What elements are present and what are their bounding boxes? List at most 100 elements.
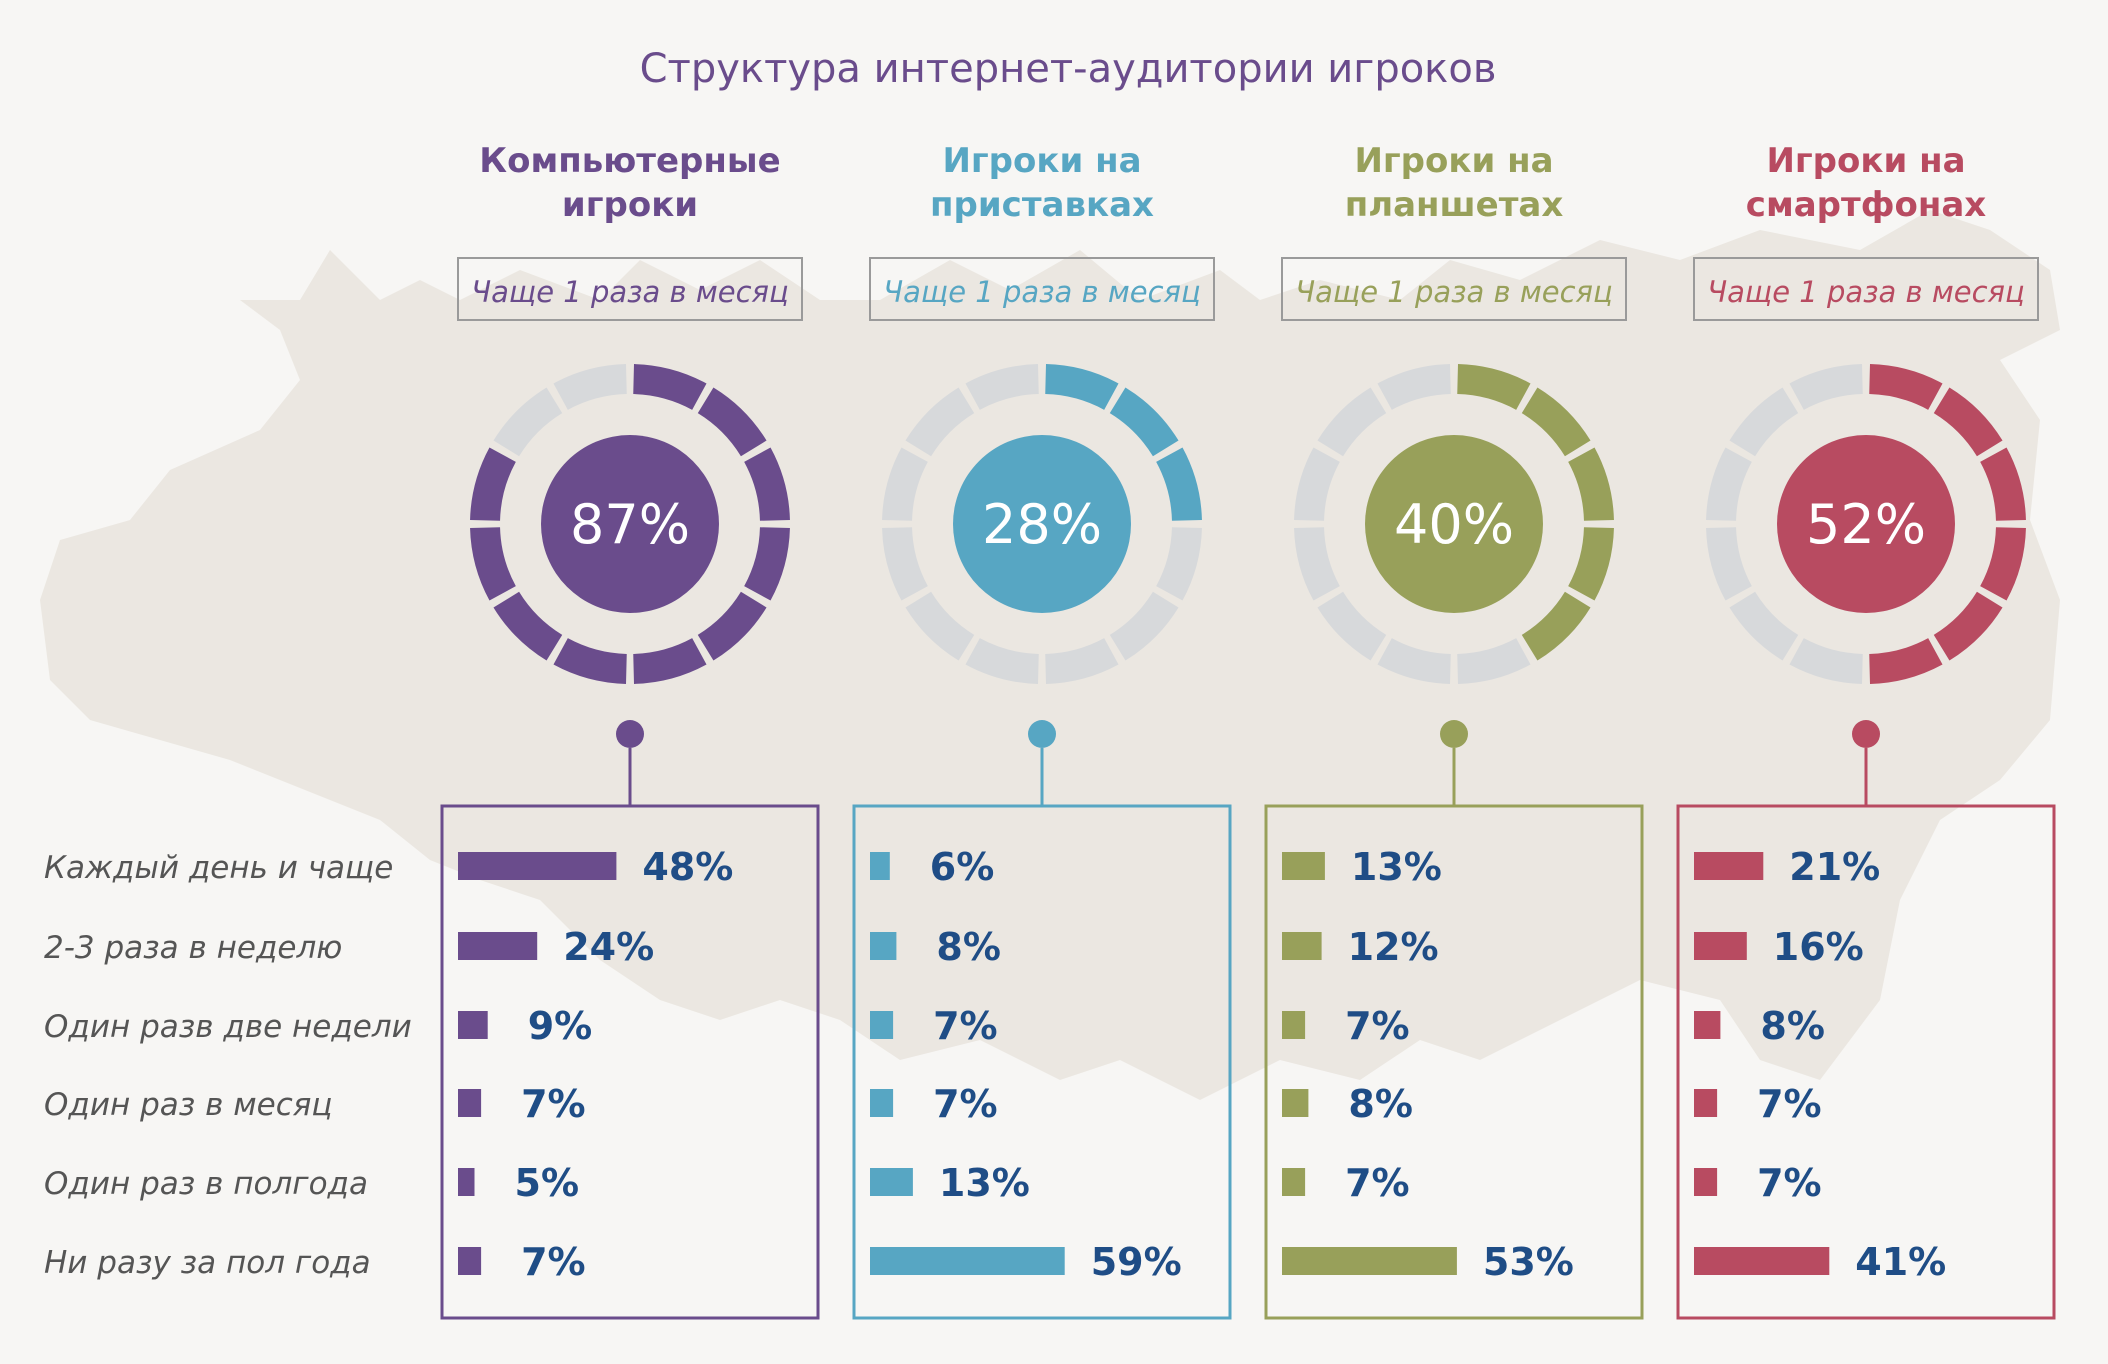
donut-segment-filled <box>633 364 707 410</box>
bar-panel-frame <box>440 804 820 1320</box>
donut-segment-empty <box>1706 527 1752 601</box>
bar-value-label: 7% <box>1345 1161 1410 1205</box>
donut-segment-empty <box>1045 638 1119 684</box>
bar <box>458 932 538 960</box>
bar-value-label: 13% <box>939 1161 1030 1205</box>
donut-segment-filled <box>1869 638 1943 684</box>
bar-value-label: 53% <box>1483 1240 1574 1284</box>
bar <box>458 1089 482 1117</box>
connector-dot <box>1852 720 1880 748</box>
donut-segment-filled <box>1933 387 2003 457</box>
donut-segment-empty <box>882 447 928 521</box>
row-labels: Каждый день и чаще 2-3 раза в неделю Один … <box>44 850 412 1281</box>
bar-value-label: 7% <box>1757 1082 1822 1126</box>
frequency-frame <box>869 257 1215 321</box>
donut-segment-filled <box>1156 447 1202 521</box>
bar-value-label: 6% <box>930 845 995 889</box>
donut-center <box>1365 435 1543 613</box>
bar-value-label: 59% <box>1091 1240 1182 1284</box>
bar-value-label: 16% <box>1773 925 1864 969</box>
donut-segment-empty <box>965 638 1039 684</box>
bar <box>458 852 617 880</box>
donut-center <box>953 435 1131 613</box>
bar-value-label: 9% <box>528 1004 593 1048</box>
bar-value-label: 41% <box>1855 1240 1946 1284</box>
donut-value: 87% <box>570 493 690 556</box>
bar <box>870 1247 1065 1275</box>
bar-value-label: 8% <box>1760 1004 1825 1048</box>
donut-segment-filled <box>1980 527 2026 601</box>
bar <box>458 1168 475 1196</box>
bar <box>870 1168 913 1196</box>
bar <box>1282 852 1325 880</box>
bar-panel-frame <box>1676 804 2056 1320</box>
donut-segment-filled <box>1869 364 1943 410</box>
connector-dot <box>616 720 644 748</box>
series-heading: Компьютерные <box>479 141 780 181</box>
bar <box>1282 932 1322 960</box>
donut-segment-filled <box>744 447 790 521</box>
donut-segment-empty <box>905 591 975 661</box>
bar <box>1282 1168 1306 1196</box>
bar <box>1694 932 1747 960</box>
donut-segment-empty <box>1789 364 1863 410</box>
donut-segment-empty <box>1789 638 1863 684</box>
donut-segment-empty <box>1377 638 1451 684</box>
donut-segment-filled <box>744 527 790 601</box>
bar-value-label: 5% <box>515 1161 580 1205</box>
bar-value-label: 7% <box>521 1240 586 1284</box>
donut-segment-empty <box>882 527 928 601</box>
donut-segment-empty <box>1706 447 1752 521</box>
donut-value: 52% <box>1806 493 1926 556</box>
donut-segment-filled <box>1568 447 1614 521</box>
donut-segment-filled <box>697 591 767 661</box>
donut-value: 40% <box>1394 493 1514 556</box>
donut-segment-empty <box>1294 527 1340 601</box>
donut-segment-empty <box>553 364 627 410</box>
row-label: Один раз в полгода <box>44 1166 368 1202</box>
bar-panel-frame <box>1264 804 1644 1320</box>
bar <box>1282 1247 1457 1275</box>
bar-value-label: 24% <box>563 925 654 969</box>
frequency-label: Чаще 1 раза в месяц <box>1707 275 2024 309</box>
donut-segment-empty <box>1156 527 1202 601</box>
bar <box>458 1011 488 1039</box>
row-label: 2-3 раза в неделю <box>44 930 342 966</box>
donut-segment-empty <box>1109 591 1179 661</box>
donut-segment-empty <box>1729 591 1799 661</box>
series-heading: Игроки на <box>942 141 1141 181</box>
donut-segment-filled <box>470 447 516 521</box>
frequency-frame <box>1693 257 2039 321</box>
bar <box>870 1011 894 1039</box>
donut-segment-filled <box>1109 387 1179 457</box>
series-heading: планшетах <box>1345 185 1564 225</box>
donut-segment-filled <box>1521 591 1591 661</box>
bar-value-label: 7% <box>933 1004 998 1048</box>
bar <box>870 932 897 960</box>
frequency-frame <box>1281 257 1627 321</box>
bar-value-label: 7% <box>521 1082 586 1126</box>
bar-value-label: 7% <box>933 1082 998 1126</box>
bar <box>1694 1089 1718 1117</box>
series-heading: игроки <box>562 185 698 225</box>
donut-segment-empty <box>965 364 1039 410</box>
donut-segment-empty <box>1317 591 1387 661</box>
donut-center <box>1777 435 1955 613</box>
bar-value-label: 12% <box>1348 925 1439 969</box>
donut-segment-filled <box>470 527 516 601</box>
bar <box>870 1089 894 1117</box>
bar <box>1694 1011 1721 1039</box>
bar-panel-frame <box>852 804 1232 1320</box>
series-heading: Игроки на <box>1766 141 1965 181</box>
donut-segment-filled <box>633 638 707 684</box>
row-label: Ни разу за пол года <box>44 1245 371 1281</box>
bar <box>1694 1247 1830 1275</box>
chart-title: Структура интернет-аудитории игроков <box>640 46 1497 92</box>
donut-segment-filled <box>553 638 627 684</box>
donut-segment-filled <box>697 387 767 457</box>
donut-segment-filled <box>1568 527 1614 601</box>
